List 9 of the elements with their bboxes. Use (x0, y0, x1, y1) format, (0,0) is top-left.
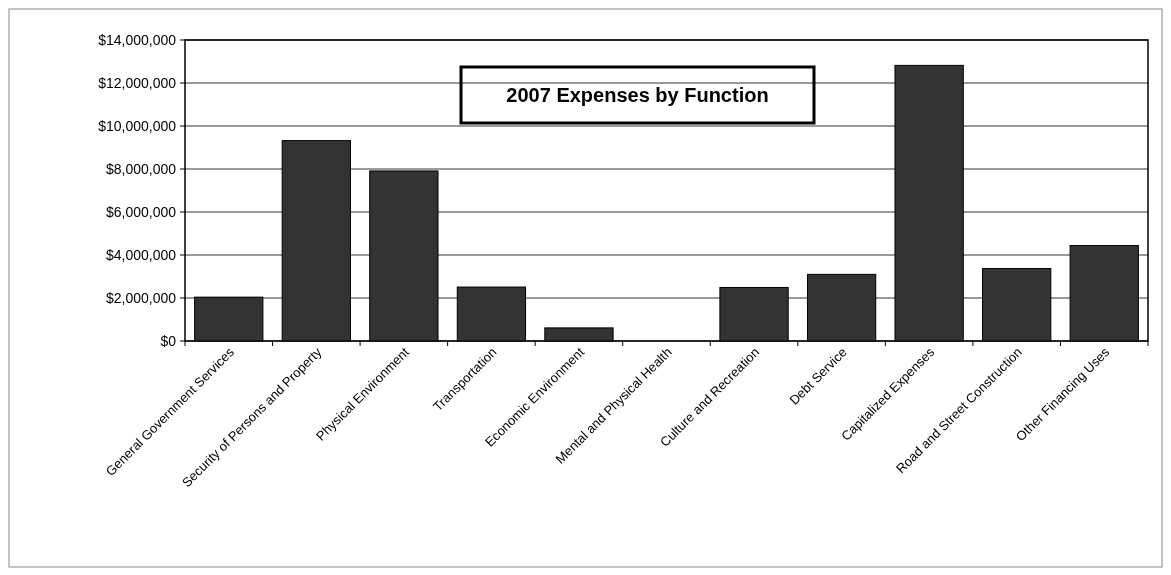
y-tick-label: $2,000,000 (105, 289, 177, 306)
y-tick-label: $12,000,000 (98, 74, 177, 91)
y-tick-label: $10,000,000 (98, 117, 177, 134)
y-tick-label: $0 (160, 332, 177, 349)
y-tick-label: $6,000,000 (105, 203, 177, 220)
text: 2007 Expenses by Function (506, 84, 769, 106)
y-tick-label: $4,000,000 (105, 246, 177, 263)
y-tick-label: $8,000,000 (105, 160, 177, 177)
y-tick-label: $14,000,000 (98, 31, 177, 48)
